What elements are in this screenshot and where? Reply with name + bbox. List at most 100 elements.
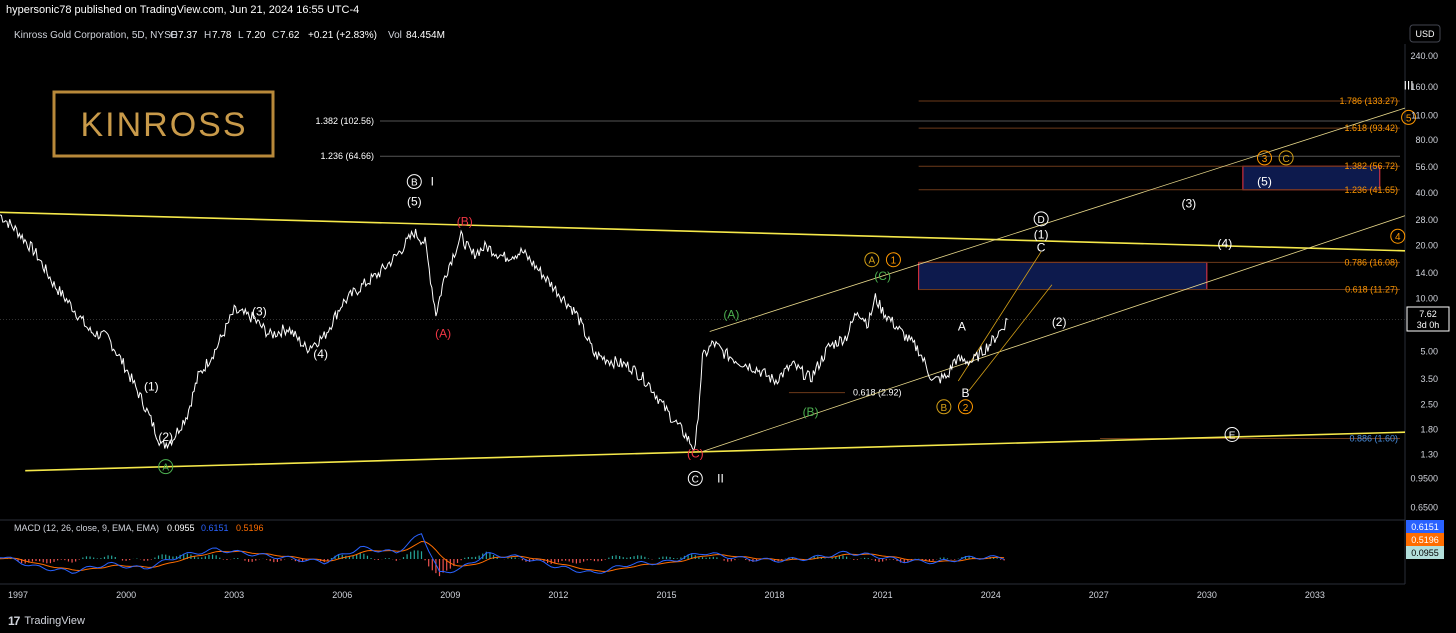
y-tick-label: 160.00 — [1410, 82, 1438, 92]
wave-label: 4 — [1395, 232, 1401, 243]
fib-label: 1.236 (64.66) — [320, 151, 374, 161]
wave-label: (1) — [1034, 227, 1049, 241]
kinross-logo: KINROSS — [52, 90, 275, 158]
ohlc-key: L — [238, 30, 244, 41]
x-tick-label: 2015 — [656, 590, 676, 600]
wave-label: C — [692, 474, 699, 485]
x-tick-label: 2027 — [1089, 590, 1109, 600]
tradingview-logo-icon: 17 — [8, 614, 20, 628]
wave-circle — [406, 174, 422, 190]
channel-lower — [702, 215, 1405, 452]
wave-label: (3) — [252, 305, 267, 319]
wave-label: A — [958, 319, 966, 333]
wave-circle — [687, 470, 703, 486]
symbol-title: Kinross Gold Corporation, 5D, NYSE — [14, 30, 178, 41]
ohlc-value: 7.78 — [212, 30, 232, 41]
x-tick-label: 2003 — [224, 590, 244, 600]
wave-label: (B) — [457, 215, 473, 229]
wave-label: (A) — [435, 327, 451, 341]
ohlc-value: 7.20 — [246, 30, 266, 41]
wave-label: A — [868, 256, 875, 267]
ohlc-key: O — [170, 30, 178, 41]
wave-circle — [1257, 150, 1272, 166]
chart-background — [0, 22, 1456, 612]
fib-label: 1.786 (133.27) — [1339, 96, 1398, 106]
wave-label: (5) — [1257, 175, 1272, 189]
x-tick-label: 2000 — [116, 590, 136, 600]
wave-label: (5) — [407, 194, 422, 208]
x-tick-label: 2018 — [765, 590, 785, 600]
fib-label: 0.618 (11.27) — [1345, 285, 1398, 295]
fib-label: 0.786 (16.08) — [1344, 257, 1398, 267]
currency-button[interactable]: USD — [1409, 24, 1441, 43]
wave-label: A — [162, 463, 169, 474]
y-tick-label: 2.50 — [1420, 399, 1438, 409]
wave-label: 5 — [1406, 113, 1412, 124]
grid — [0, 44, 1406, 585]
wedge-lower — [968, 284, 1053, 391]
wave-label: 3 — [1262, 154, 1268, 165]
currency-label: USD — [1415, 29, 1435, 39]
wave-label: (4) — [313, 347, 328, 361]
fib-label: 1.382 (102.56) — [315, 116, 374, 126]
wave-label: C — [1037, 241, 1046, 255]
wave-circle — [1033, 211, 1049, 227]
ohlc-key: H — [204, 30, 211, 41]
target-box-lower — [918, 261, 1208, 291]
wave-label: (C) — [687, 446, 704, 460]
wave-label: B — [961, 386, 969, 400]
price-line — [0, 214, 1008, 452]
y-tick-label: 80.00 — [1415, 135, 1438, 145]
tradingview-brand[interactable]: 17 TradingView — [8, 614, 85, 628]
wave-label: (2) — [158, 430, 173, 444]
x-tick-label: 2030 — [1197, 590, 1217, 600]
y-tick-label: 40.00 — [1415, 188, 1438, 198]
fib-label: 1.618 (93.42) — [1344, 123, 1398, 133]
x-tick-label: 2033 — [1305, 590, 1325, 600]
y-tick-label: 110.00 — [1411, 111, 1438, 121]
y-tick-label: 1.30 — [1420, 449, 1438, 459]
wave-label: 1 — [891, 256, 897, 267]
wave-label: (B) — [803, 405, 819, 419]
wave-label: (A) — [723, 308, 739, 322]
macd-pane — [0, 533, 1005, 577]
x-tick-label: 2006 — [332, 590, 352, 600]
macd-line — [0, 533, 1005, 574]
wave-label: B — [941, 403, 948, 414]
price-series — [0, 214, 1008, 452]
price-axis[interactable]: 240.00 160.00 110.00 80.00 56.00 40.00 28.00 20… — [1410, 51, 1438, 512]
wave-label: (1) — [144, 380, 159, 394]
wave-circle — [1401, 109, 1417, 125]
wave-circle — [1224, 427, 1240, 443]
wave-circle — [1390, 228, 1406, 244]
wedge-upper — [957, 251, 1042, 382]
volume-label: Vol — [388, 30, 402, 41]
y-tick-label: 1.80 — [1420, 425, 1438, 435]
signal-legend-value: 0.6151 — [201, 523, 229, 533]
publish-line: hypersonic78 published on TradingView.co… — [6, 4, 360, 16]
wave-circle — [1278, 150, 1294, 166]
ohlc-value: 7.62 — [280, 30, 300, 41]
chart-panel[interactable]: 1.786 (133.27) 1.618 (93.42) 1.382 (56.72)… — [0, 22, 1456, 612]
hist-tag: 0.5196 — [1411, 535, 1439, 545]
wave-label: E — [1229, 431, 1236, 442]
wave-circle — [158, 459, 174, 475]
macd-tag: 0.0955 — [1411, 548, 1439, 558]
time-axis[interactable]: 1997 2000 2003 2006 2009 2012 2015 2018 2021 2024… — [8, 590, 1325, 600]
y-tick-label: 28.00 — [1415, 215, 1438, 225]
y-tick-label: 240.00 — [1410, 51, 1438, 61]
price-chart-svg[interactable]: 1.786 (133.27) 1.618 (93.42) 1.382 (56.72)… — [0, 22, 1456, 612]
wave-label: (4) — [1218, 237, 1233, 251]
wave-label: C — [1282, 154, 1289, 165]
x-tick-label: 2009 — [440, 590, 460, 600]
volume-value: 84.454M — [406, 30, 445, 41]
y-tick-label: 3.50 — [1420, 374, 1438, 384]
fib-label: 0.886 (1.60) — [1349, 434, 1398, 444]
lower-triangle-line — [25, 431, 1405, 472]
y-tick-label: 5.00 — [1420, 347, 1438, 357]
macd-legend: MACD (12, 26, close, 9, EMA, EMA) 0.0955… — [14, 523, 264, 533]
fib-label: 1.236 (41.65) — [1344, 185, 1398, 195]
wave-label: 2 — [963, 403, 969, 414]
y-tick-label: 20.00 — [1415, 241, 1438, 251]
hist-legend-value: 0.5196 — [236, 523, 264, 533]
